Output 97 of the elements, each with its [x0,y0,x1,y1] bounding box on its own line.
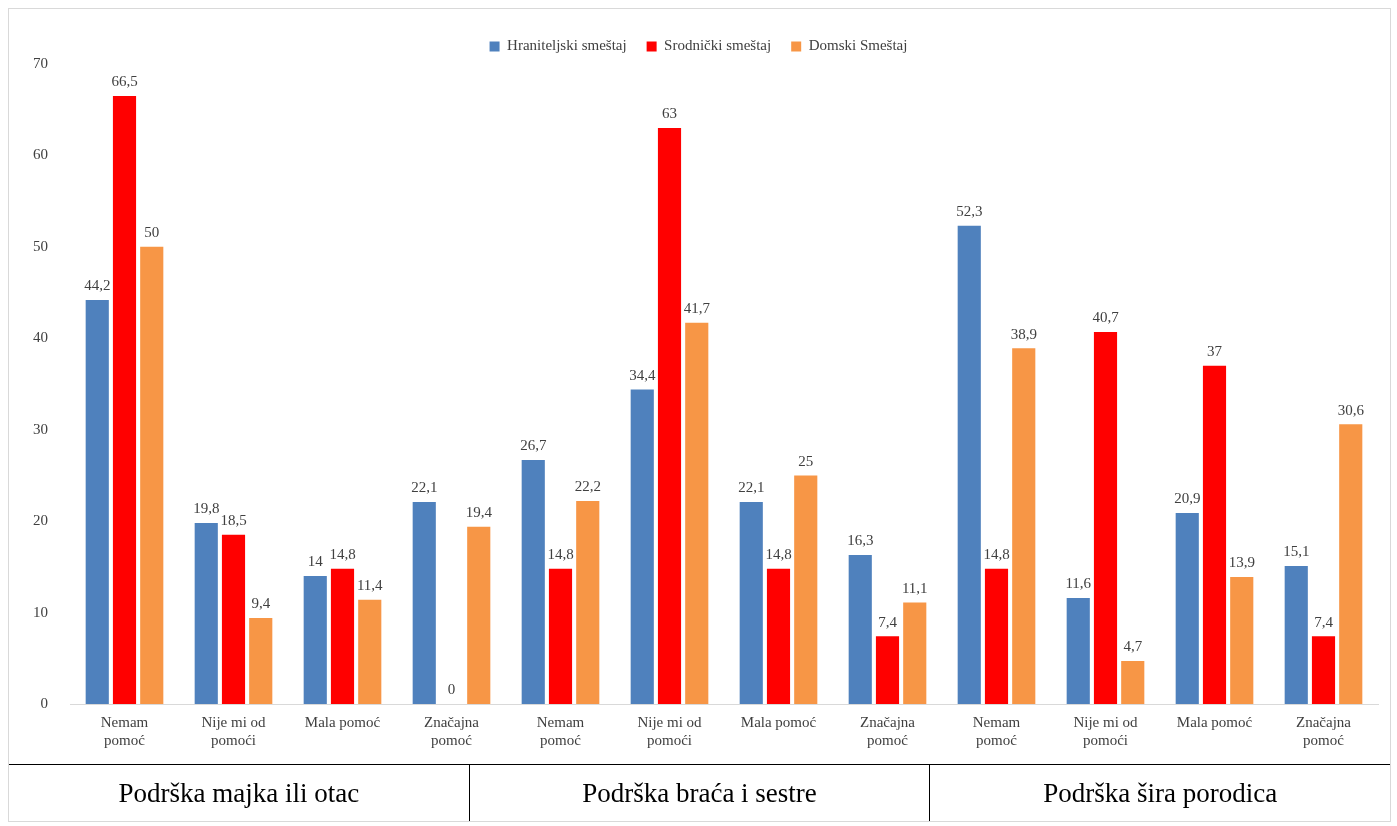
bar [85,299,109,704]
data-label: 19,4 [465,504,493,521]
data-label: 22,1 [411,479,438,496]
bar [467,526,491,704]
y-tick-label: 40 [33,329,48,346]
data-label: 7,4 [1314,613,1334,630]
y-tick-label: 20 [33,512,48,529]
data-label: 44,2 [84,277,111,294]
bar [1012,348,1036,704]
x-tick-label: Nemam pomoć [536,713,585,748]
bar [657,128,682,704]
data-label: 11,6 [1065,575,1092,592]
text: Podrška majka ili otac [117,776,361,810]
data-label: 7,4 [878,613,898,630]
data-label: 30,6 [1337,401,1365,418]
data-label: 9,4 [251,595,271,612]
data-label: 13,9 [1228,554,1255,571]
data-label: 20,9 [1174,490,1201,507]
bar [1175,512,1199,704]
data-label: 37 [1207,343,1223,360]
bar [1202,365,1227,704]
bar [112,96,137,704]
bar [1066,597,1090,704]
data-label: 0 [447,681,456,698]
data-label: 40,7 [1092,309,1120,326]
bar [221,534,246,704]
data-label: 66,5 [111,73,138,90]
bar [848,554,872,704]
data-label: 14,8 [547,546,574,563]
data-label: 41,7 [683,300,711,317]
bar [903,602,927,704]
text: Podrška braća i sestre [468,765,930,821]
bar [630,389,654,704]
bar [1230,576,1254,704]
x-tick-label: Mala pomoć [740,713,817,730]
bar [412,501,436,704]
data-label: 11,1 [901,579,928,596]
x-tick-label: Nemam pomoć [972,713,1021,748]
legend-label: Hraniteljski smeštaj [507,37,627,54]
y-tick-label: 10 [33,603,48,620]
bar [1339,424,1363,704]
data-label: 15,1 [1283,543,1310,560]
x-tick-label: Nemam pomoć [100,713,149,748]
y-tick-label: 60 [33,146,48,163]
data-label: 14,8 [329,546,356,563]
data-label: 50 [144,224,160,241]
legend-label: Srodnički smeštaj [664,37,772,54]
bar [685,322,709,704]
bar [1284,565,1308,704]
data-label: 22,2 [574,478,601,495]
data-label: 34,4 [629,366,656,383]
data-label: 11,4 [356,577,384,594]
bar [521,459,545,704]
y-tick-label: 30 [33,420,48,437]
bar [1311,636,1336,704]
bar [875,636,900,704]
legend-label: Domski Smeštaj [808,37,908,54]
bar [194,522,218,704]
x-tick-label: Značajna pomoć [860,713,916,748]
bar [303,576,327,704]
text: Podrška šira porodica [929,765,1391,821]
bar [140,246,164,704]
data-label: 14,8 [983,546,1010,563]
bar [794,475,818,704]
bar [984,568,1009,704]
bar [739,501,763,704]
bar [249,618,273,704]
bar [330,568,355,704]
data-label: 52,3 [956,203,983,220]
data-label: 38,9 [1010,325,1037,342]
data-label: 4,7 [1123,638,1143,655]
x-tick-label: Nije mi od pomoći [637,713,703,748]
data-label: 18,5 [220,512,247,529]
bar [576,501,600,704]
data-label: 63 [662,105,677,122]
data-label: 22,1 [738,479,765,496]
y-tick-label: 50 [33,237,48,254]
bar [1121,661,1145,704]
bar [548,568,573,704]
bar [358,599,382,704]
x-tick-label: Značajna pomoć [1296,713,1352,748]
data-label: 26,7 [520,437,547,454]
x-tick-label: Značajna pomoć [424,713,480,748]
x-tick-label: Mala pomoć [304,713,381,730]
x-tick-label: Mala pomoć [1176,713,1253,730]
bar [1093,331,1118,704]
bar [766,568,791,704]
data-label: 16,3 [847,532,874,549]
data-label: 19,8 [193,500,220,517]
data-label: 14 [307,553,324,570]
data-label: 25 [798,452,814,469]
y-tick-label: 70 [33,54,48,71]
x-tick-label: Nije mi od pomoći [1073,713,1139,748]
y-tick-label: 0 [40,694,48,711]
x-tick-label: Nije mi od pomoći [201,713,267,748]
bar [957,225,981,704]
data-label: 14,8 [765,546,792,563]
